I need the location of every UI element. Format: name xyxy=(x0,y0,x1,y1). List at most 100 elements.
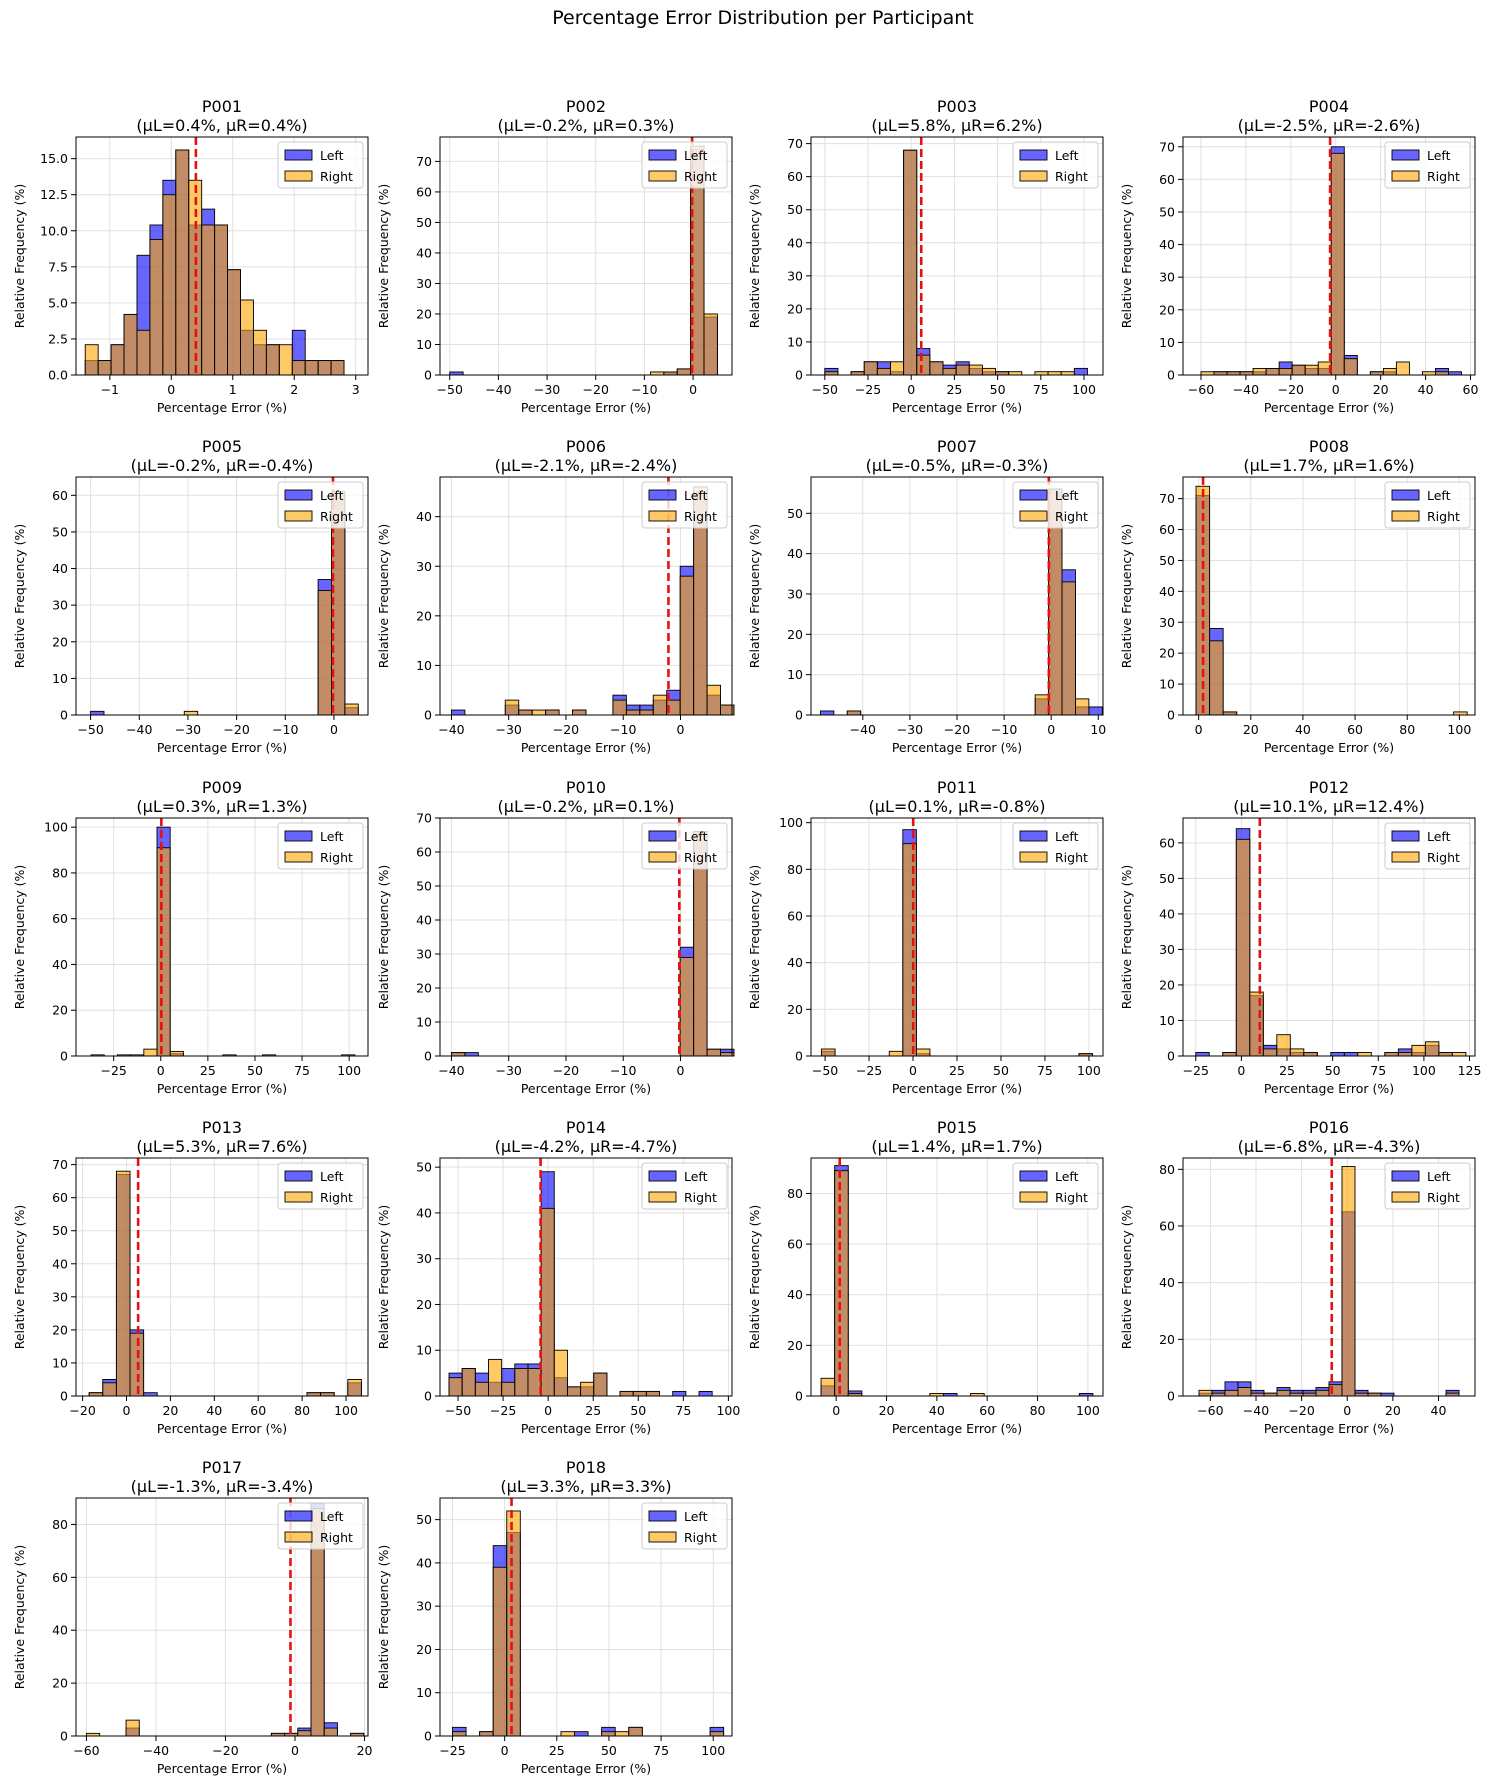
bar-right xyxy=(1034,694,1050,716)
x-axis-label: Percentage Error (%) xyxy=(521,1081,651,1096)
legend-swatch-left xyxy=(648,149,677,161)
legend: Left Right xyxy=(277,1162,364,1210)
x-tick-label: 100 xyxy=(1072,382,1096,397)
x-tick-label: −30 xyxy=(534,382,560,397)
x-tick-label: −50 xyxy=(445,1403,471,1418)
x-tick-label: −1 xyxy=(101,382,119,397)
y-axis-label: Relative Frequency (%) xyxy=(12,524,27,669)
bar-right xyxy=(84,344,99,376)
panel-subtitle: (µL=5.8%, µR=6.2%) xyxy=(871,116,1042,135)
y-tick-label: 0 xyxy=(795,708,803,723)
x-tick-label: −40 xyxy=(438,1063,464,1078)
legend-label-left: Left xyxy=(684,1509,708,1524)
legend-swatch-left xyxy=(648,830,677,842)
bar-right xyxy=(846,710,862,716)
axes-frame xyxy=(1182,1157,1476,1397)
y-tick-label: 70 xyxy=(1159,139,1175,154)
x-tick-label: −20 xyxy=(553,1063,579,1078)
legend-label-right: Right xyxy=(684,509,717,524)
panel-title: P011 xyxy=(937,778,977,797)
x-tick-label: 25 xyxy=(1279,1063,1295,1078)
legend-swatch-right xyxy=(1019,851,1048,863)
x-tick-label: −40 xyxy=(1233,382,1259,397)
y-tick-label: 80 xyxy=(787,862,803,877)
bar-right xyxy=(625,709,641,716)
x-axis-label: Percentage Error (%) xyxy=(157,1761,287,1776)
bar-right xyxy=(652,694,668,716)
x-tick-label: 125 xyxy=(1458,1063,1482,1078)
y-tick-label: 20 xyxy=(1159,1332,1175,1347)
x-tick-label: 0 xyxy=(676,722,684,737)
x-tick-label: −60 xyxy=(73,1743,99,1758)
x-tick-label: 0 xyxy=(1237,1063,1245,1078)
y-tick-label: 70 xyxy=(787,136,803,151)
y-tick-label: 60 xyxy=(52,488,68,503)
panel-subtitle: (µL=0.4%, µR=0.4%) xyxy=(136,116,307,135)
panel-subtitle: (µL=-0.2%, µR=0.1%) xyxy=(498,797,675,816)
bar-left xyxy=(698,1390,713,1397)
y-axis-label: Relative Frequency (%) xyxy=(747,865,762,1010)
legend-label-left: Left xyxy=(1055,829,1079,844)
y-axis-label: Relative Frequency (%) xyxy=(376,524,391,669)
bars xyxy=(90,491,359,716)
bar-right xyxy=(676,368,692,376)
y-axis-label: Relative Frequency (%) xyxy=(12,1205,27,1350)
legend-label-left: Left xyxy=(1427,829,1451,844)
bars xyxy=(1198,1166,1460,1397)
axes-frame xyxy=(75,476,369,716)
y-tick-label: 30 xyxy=(416,1599,432,1614)
bar-right xyxy=(560,1731,575,1737)
legend-label-left: Left xyxy=(1055,1169,1079,1184)
panel-title: P008 xyxy=(1309,437,1349,456)
x-axis-label: Percentage Error (%) xyxy=(1264,740,1394,755)
bar-right xyxy=(1262,1048,1278,1057)
bar-right xyxy=(1276,1034,1291,1057)
legend-label-left: Left xyxy=(684,488,708,503)
y-tick-label: 0 xyxy=(60,1049,68,1064)
legend: Left Right xyxy=(641,1162,728,1210)
bar-right xyxy=(1330,152,1345,376)
bar-right xyxy=(968,364,983,376)
legend-label-right: Right xyxy=(1055,169,1088,184)
bar-right xyxy=(1341,1166,1356,1397)
y-axis-label: Relative Frequency (%) xyxy=(376,1205,391,1350)
y-tick-label: 50 xyxy=(52,524,68,539)
panel-p007: −40 −30 −20 −10 0 10 0 10 20 30 40 50 Percentage Err… xyxy=(747,437,1106,755)
bar-right xyxy=(252,329,267,376)
legend-swatch-left xyxy=(1019,489,1048,501)
bar-right xyxy=(1395,361,1410,376)
y-tick-label: 40 xyxy=(416,913,432,928)
legend-swatch-left xyxy=(1019,1170,1048,1182)
y-tick-label: 80 xyxy=(787,1186,803,1201)
y-tick-label: 60 xyxy=(1159,172,1175,187)
bar-right xyxy=(628,1726,643,1737)
bar-right xyxy=(1384,1051,1399,1057)
y-tick-label: 40 xyxy=(787,546,803,561)
x-tick-label: 20 xyxy=(1243,722,1259,737)
legend: Left Right xyxy=(641,141,728,189)
y-tick-label: 0 xyxy=(424,368,432,383)
bar-right xyxy=(916,354,931,376)
bar-right xyxy=(890,361,905,376)
y-tick-label: 12.5 xyxy=(40,187,68,202)
y-tick-label: 60 xyxy=(52,1570,68,1585)
x-tick-label: 20 xyxy=(1385,1403,1401,1418)
x-tick-label: 40 xyxy=(929,1403,945,1418)
x-axis-label: Percentage Error (%) xyxy=(521,740,651,755)
x-tick-label: 0 xyxy=(1332,382,1340,397)
bar-right xyxy=(504,699,520,716)
bar-right xyxy=(1289,1048,1305,1057)
x-tick-label: 100 xyxy=(1076,1403,1100,1418)
y-tick-label: 5.0 xyxy=(48,295,68,310)
panel-subtitle: (µL=3.3%, µR=3.3%) xyxy=(500,1477,671,1496)
bar-right xyxy=(834,1170,849,1397)
x-tick-label: −20 xyxy=(944,722,970,737)
x-tick-label: 75 xyxy=(1370,1063,1386,1078)
y-tick-label: 0 xyxy=(424,1049,432,1064)
x-tick-label: 40 xyxy=(1295,722,1311,737)
legend-label-left: Left xyxy=(320,1169,344,1184)
y-tick-label: 20 xyxy=(416,1297,432,1312)
x-axis-label: Percentage Error (%) xyxy=(892,740,1022,755)
x-axis-label: Percentage Error (%) xyxy=(521,400,651,415)
legend-label-left: Left xyxy=(1427,488,1451,503)
